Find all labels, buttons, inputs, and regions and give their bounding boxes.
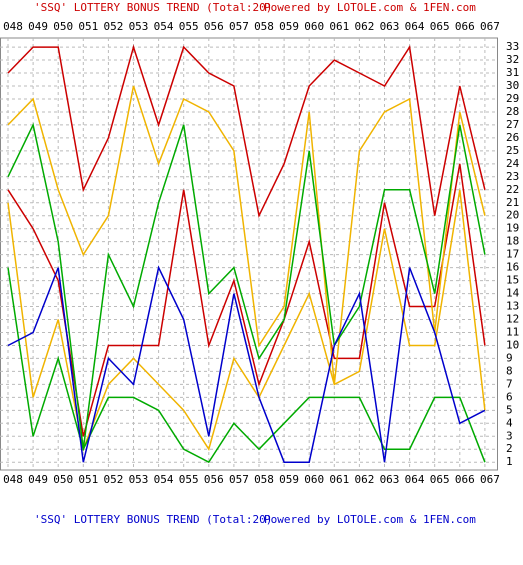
x-tick-label: 052 [103, 473, 123, 486]
x-tick-label: 064 [405, 473, 425, 486]
x-tick-label: 052 [103, 20, 123, 33]
x-tick-label: 060 [304, 20, 324, 33]
x-tick-label: 061 [329, 20, 349, 33]
x-tick-label: 065 [430, 473, 450, 486]
x-tick-label: 062 [354, 20, 374, 33]
y-tick-label: 21 [506, 196, 519, 209]
y-tick-label: 6 [506, 390, 513, 403]
x-tick-label: 062 [354, 473, 374, 486]
y-tick-label: 11 [506, 325, 519, 338]
trend-line [7, 189, 486, 452]
plot-frame [0, 37, 498, 471]
y-tick-label: 29 [506, 92, 519, 105]
x-tick-label: 066 [455, 473, 475, 486]
x-tick-label: 058 [254, 473, 274, 486]
y-tick-label: 9 [506, 351, 513, 364]
chart-credit: Powered by LOTOLE.com & 1FEN.com [264, 1, 476, 14]
y-tick-label: 18 [506, 235, 519, 248]
y-tick-label: 28 [506, 105, 519, 118]
x-tick-label: 056 [204, 473, 224, 486]
chart-title: 'SSQ' LOTTERY BONUS TREND (Total:20) [34, 1, 272, 14]
x-tick-label: 064 [405, 20, 425, 33]
y-tick-label: 30 [506, 79, 519, 92]
x-tick-label: 059 [279, 20, 299, 33]
chart-title-bottom: 'SSQ' LOTTERY BONUS TREND (Total:20) [34, 513, 272, 526]
x-tick-label: 066 [455, 20, 475, 33]
y-tick-label: 12 [506, 313, 519, 326]
trend-line [7, 44, 486, 219]
x-tick-label: 061 [329, 473, 349, 486]
y-tick-label: 23 [506, 170, 519, 183]
x-tick-label: 057 [229, 473, 249, 486]
y-tick-label: 4 [506, 416, 513, 429]
y-tick-label: 7 [506, 377, 513, 390]
y-tick-label: 5 [506, 403, 513, 416]
x-tick-label: 059 [279, 473, 299, 486]
y-tick-label: 2 [506, 442, 513, 455]
y-tick-label: 25 [506, 144, 519, 157]
trend-line [7, 265, 486, 463]
x-tick-label: 048 [3, 473, 23, 486]
y-tick-label: 32 [506, 53, 519, 66]
x-tick-label: 067 [480, 473, 500, 486]
x-tick-label: 063 [380, 473, 400, 486]
y-tick-label: 10 [506, 338, 519, 351]
x-tick-label: 055 [179, 20, 199, 33]
x-tick-label: 067 [480, 20, 500, 33]
trend-line [7, 122, 486, 450]
trend-line [7, 85, 486, 385]
x-tick-label: 053 [129, 20, 149, 33]
y-tick-label: 26 [506, 131, 519, 144]
x-tick-label: 055 [179, 473, 199, 486]
y-tick-label: 8 [506, 364, 513, 377]
y-tick-label: 13 [506, 300, 519, 313]
x-tick-label: 054 [154, 473, 174, 486]
x-tick-label: 049 [28, 20, 48, 33]
y-tick-label: 27 [506, 118, 519, 131]
y-tick-label: 3 [506, 429, 513, 442]
x-tick-label: 065 [430, 20, 450, 33]
y-tick-label: 17 [506, 248, 519, 261]
x-tick-label: 050 [53, 20, 73, 33]
y-tick-label: 33 [506, 40, 519, 53]
y-tick-label: 16 [506, 261, 519, 274]
y-tick-label: 31 [506, 66, 519, 79]
y-tick-label: 14 [506, 287, 520, 300]
x-tick-label: 053 [129, 473, 149, 486]
y-tick-label: 24 [506, 157, 520, 170]
x-tick-label: 050 [53, 473, 73, 486]
y-tick-label: 1 [506, 455, 513, 468]
x-tick-label: 051 [78, 473, 98, 486]
x-tick-label: 058 [254, 20, 274, 33]
x-tick-label: 060 [304, 473, 324, 486]
y-tick-label: 22 [506, 183, 519, 196]
x-tick-label: 051 [78, 20, 98, 33]
x-tick-label: 054 [154, 20, 174, 33]
x-tick-label: 057 [229, 20, 249, 33]
y-tick-label: 19 [506, 222, 519, 235]
y-tick-label: 20 [506, 209, 519, 222]
x-tick-label: 056 [204, 20, 224, 33]
chart-credit-bottom: Powered by LOTOLE.com & 1FEN.com [264, 513, 476, 526]
trend-line [7, 267, 486, 464]
x-tick-label: 063 [380, 20, 400, 33]
y-tick-label: 15 [506, 274, 519, 287]
x-tick-label: 048 [3, 20, 23, 33]
x-tick-label: 049 [28, 473, 48, 486]
